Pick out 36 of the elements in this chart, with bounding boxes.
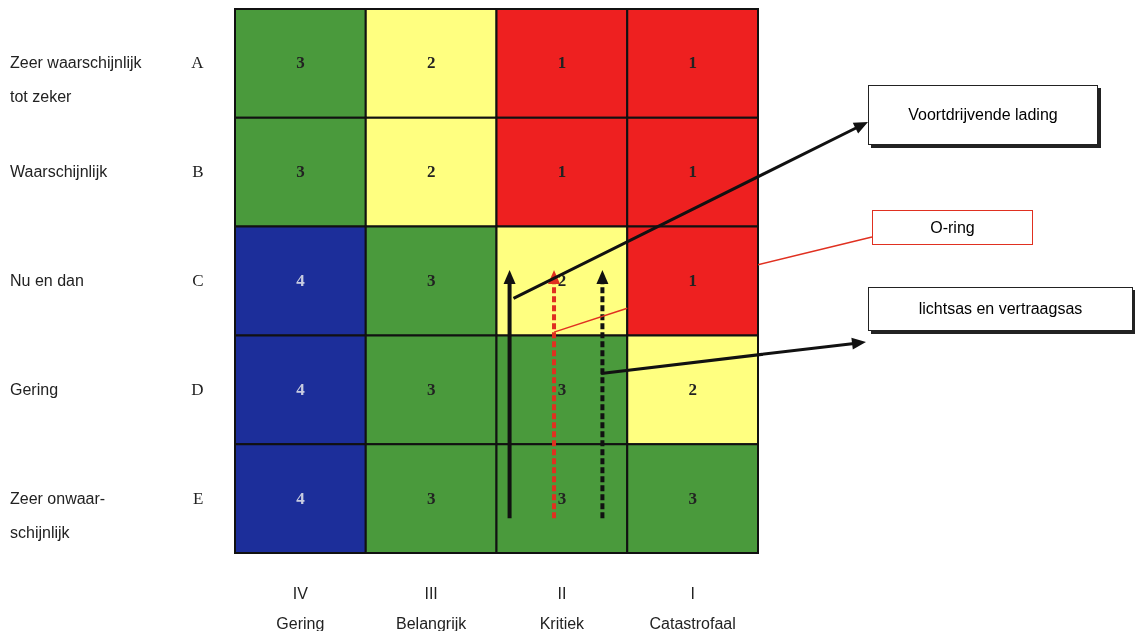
y-tick-label: D bbox=[191, 379, 204, 399]
data-label: 3 bbox=[426, 488, 436, 508]
data-label: 3 bbox=[557, 488, 567, 508]
data-label: 2 bbox=[426, 162, 436, 182]
y2-tick-label: Nu en dan bbox=[10, 272, 84, 289]
data-label: 3 bbox=[557, 379, 567, 399]
y-tick-label: E bbox=[193, 488, 204, 508]
y-tick-label: A bbox=[191, 53, 205, 73]
data-label: 2 bbox=[426, 53, 436, 73]
y2-tick-label: Zeer waarschijnlijk tot zeker bbox=[10, 54, 143, 106]
data-label: 1 bbox=[688, 162, 697, 182]
data-label: 1 bbox=[557, 53, 567, 73]
x-tick-label: I Catastrofaal bbox=[649, 584, 736, 632]
text: O-ring bbox=[872, 210, 1033, 245]
data-label: 4 bbox=[296, 271, 306, 290]
text: lichtsas en vertraagsas bbox=[868, 287, 1133, 331]
y2-tick-label: Waarschijnlijk bbox=[10, 163, 109, 181]
data-label: 4 bbox=[296, 379, 306, 399]
y-tick-label: B bbox=[192, 162, 204, 182]
x-tick-label: III Belangrijk bbox=[395, 584, 468, 632]
data-label: 1 bbox=[557, 162, 567, 182]
y2-tick-label: Gering bbox=[10, 380, 59, 398]
text: Voortdrijvende lading bbox=[868, 85, 1098, 145]
data-label: 1 bbox=[688, 271, 697, 290]
data-label: 3 bbox=[426, 271, 436, 290]
data-label: 1 bbox=[688, 53, 697, 73]
data-label: 3 bbox=[688, 488, 697, 508]
data-label: 3 bbox=[426, 379, 436, 399]
data-label: 3 bbox=[296, 53, 305, 73]
y-tick-label: C bbox=[192, 271, 204, 290]
x-tick-label: IV Gering bbox=[276, 584, 325, 632]
y2-tick-label: Zeer onwaar- schijnlijk bbox=[10, 489, 106, 541]
x-tick-label: II Kritiek bbox=[539, 584, 586, 632]
data-label: 2 bbox=[688, 379, 697, 399]
data-label: 3 bbox=[296, 162, 305, 182]
data-label: 4 bbox=[296, 488, 306, 508]
